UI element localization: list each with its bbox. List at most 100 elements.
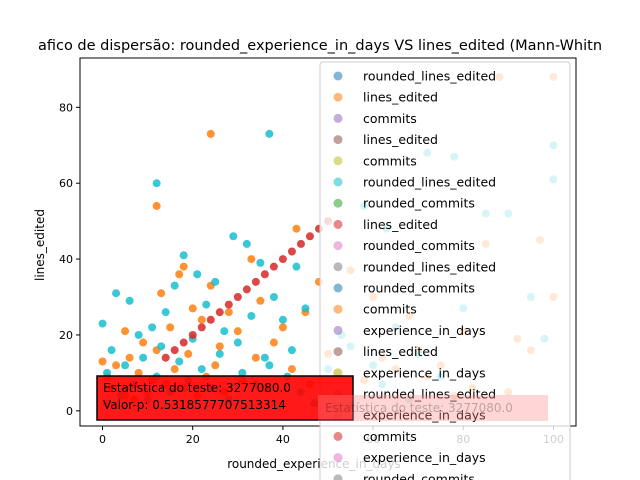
data-point — [256, 258, 265, 267]
legend-marker — [333, 262, 343, 272]
data-point — [188, 304, 197, 313]
data-point — [269, 338, 278, 347]
legend-label: lines_edited — [363, 132, 438, 147]
legend-marker — [333, 71, 343, 81]
data-point — [242, 285, 251, 294]
data-point — [139, 353, 148, 362]
data-point — [134, 330, 143, 339]
y-tick-label: 60 — [59, 177, 73, 190]
legend-label: commits — [363, 153, 417, 168]
p-value-text: Valor-p: 0.5318577707513314 — [103, 398, 286, 412]
legend-label: commits — [363, 429, 417, 444]
data-point — [215, 308, 224, 317]
data-point — [233, 327, 242, 336]
legend-marker — [333, 325, 343, 335]
data-point — [166, 323, 175, 332]
data-point — [121, 327, 130, 336]
data-point — [170, 281, 179, 290]
data-point — [287, 365, 296, 374]
legend-marker — [333, 135, 343, 145]
data-point — [211, 277, 220, 286]
data-point — [238, 368, 247, 377]
data-point — [161, 353, 170, 362]
data-point — [179, 251, 188, 260]
data-point — [269, 293, 278, 302]
data-point — [148, 323, 157, 332]
data-point — [278, 315, 287, 324]
legend-marker — [333, 304, 343, 314]
data-point — [233, 338, 242, 347]
legend-label: experience_in_days — [363, 408, 486, 423]
data-point — [287, 346, 296, 355]
legend-label: rounded_lines_edited — [363, 69, 496, 84]
stats-box — [96, 375, 354, 421]
x-tick-label: 40 — [276, 433, 290, 446]
data-point — [229, 232, 238, 241]
chart-title: afico de dispersão: rounded_experience_i… — [38, 38, 602, 54]
data-point — [121, 361, 130, 370]
data-point — [134, 368, 143, 377]
data-point — [301, 304, 310, 313]
data-point — [139, 338, 148, 347]
data-point — [242, 239, 251, 248]
legend-marker — [333, 198, 343, 208]
legend-label: rounded_lines_edited — [363, 259, 496, 274]
data-point — [206, 129, 215, 138]
legend-label: commits — [363, 111, 417, 126]
data-point — [233, 293, 242, 302]
data-point — [260, 353, 269, 362]
y-tick-label: 80 — [59, 101, 73, 114]
legend-label: lines_edited — [363, 344, 438, 359]
data-point — [224, 300, 233, 309]
legend-box — [319, 61, 571, 480]
data-point — [206, 315, 215, 324]
data-point — [305, 232, 314, 241]
data-point — [98, 319, 107, 328]
data-point — [112, 361, 121, 370]
data-point — [161, 308, 170, 317]
data-point — [170, 365, 179, 374]
stats-box-faded — [318, 395, 548, 421]
legend-marker — [333, 368, 343, 378]
statistics-annotations: Estatística do teste: 3277080.0 Valor-p: … — [96, 375, 548, 421]
legend-label: commits — [363, 302, 417, 317]
data-point — [157, 342, 166, 351]
data-point — [278, 255, 287, 264]
legend-label: experience_in_days — [363, 450, 486, 465]
test-statistic-text-faded: Estatística do teste: 3277080.0 — [325, 401, 513, 415]
data-point — [152, 201, 161, 210]
data-point — [265, 129, 274, 138]
data-point — [278, 323, 287, 332]
data-point — [256, 296, 265, 305]
data-point — [287, 247, 296, 256]
data-point — [175, 357, 184, 366]
data-point — [98, 357, 107, 366]
data-point — [260, 270, 269, 279]
legend-label: rounded_commits — [363, 238, 475, 253]
y-tick-label: 20 — [59, 329, 73, 342]
data-point — [265, 361, 274, 370]
legend-marker — [333, 219, 343, 229]
data-point — [197, 315, 206, 324]
legend-marker — [333, 92, 343, 102]
data-point — [292, 262, 301, 271]
data-point — [197, 365, 206, 374]
data-point — [215, 349, 224, 358]
y-axis-label: lines_edited — [33, 209, 47, 281]
data-point — [112, 289, 121, 298]
legend-marker — [333, 431, 343, 441]
y-tick-label: 0 — [66, 405, 73, 418]
data-point — [152, 179, 161, 188]
legend-marker — [333, 177, 343, 187]
legend-label: lines_edited — [363, 217, 438, 232]
data-point — [103, 368, 112, 377]
data-point — [292, 224, 301, 233]
data-point — [269, 262, 278, 271]
data-point — [125, 353, 134, 362]
data-point — [170, 346, 179, 355]
data-point — [211, 361, 220, 370]
data-point — [197, 323, 206, 332]
data-point — [107, 346, 116, 355]
legend-label: rounded_commits — [363, 196, 475, 211]
